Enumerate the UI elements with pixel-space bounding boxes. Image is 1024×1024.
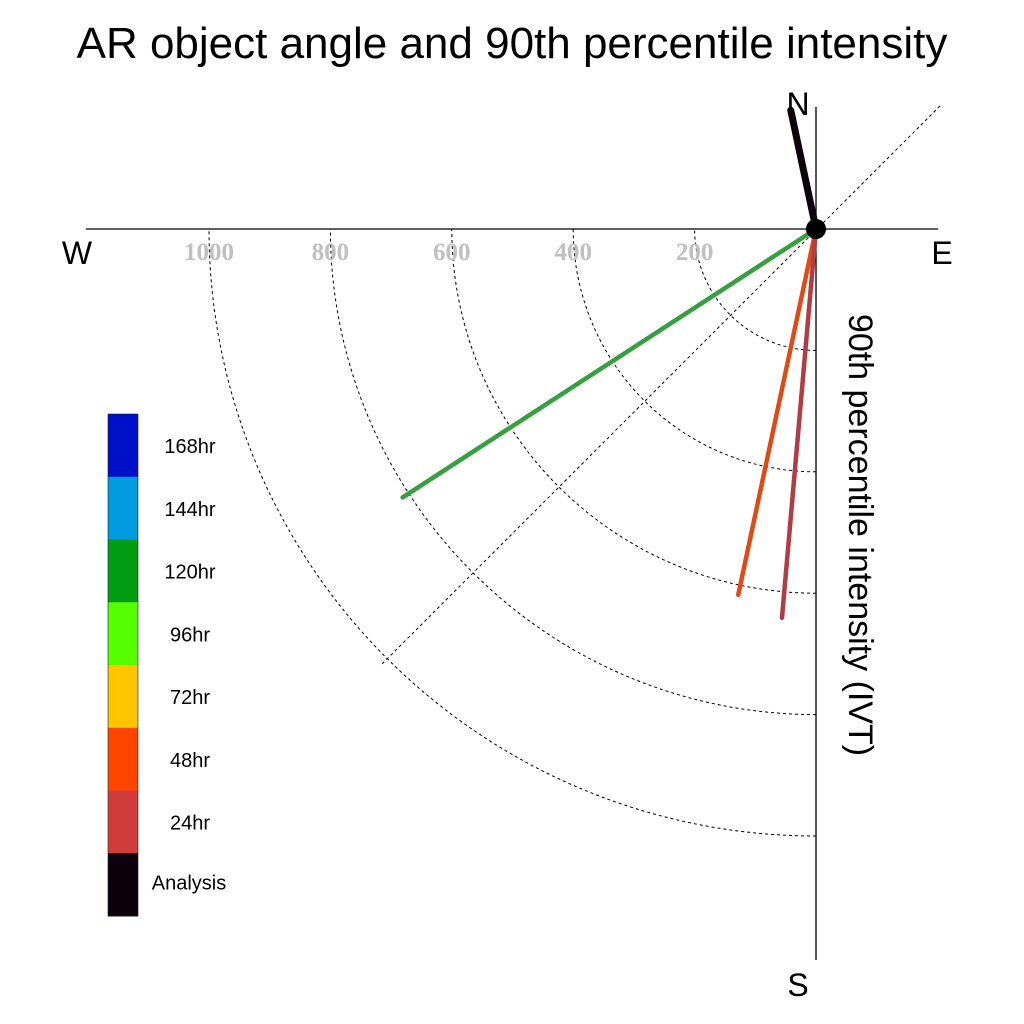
vector-120hr bbox=[400, 226, 819, 500]
radial-tick-labels: 200 400 600 800 1000 bbox=[184, 239, 713, 266]
legend-label-analysis: Analysis bbox=[152, 872, 226, 894]
compass-north: N bbox=[786, 86, 809, 122]
vector-24hr bbox=[779, 226, 819, 621]
legend-label-96hr: 96hr bbox=[170, 624, 210, 646]
legend-label-48hr: 48hr bbox=[170, 750, 210, 772]
chart-title: AR object angle and 90th percentile inte… bbox=[77, 19, 948, 68]
legend-label-120hr: 120hr bbox=[164, 562, 215, 584]
legend: 168hr 144hr 120hr 96hr 72hr 48hr 24hr Analysis bbox=[107, 413, 226, 917]
grid-arc bbox=[329, 228, 817, 716]
grid-arc bbox=[572, 228, 817, 473]
grid bbox=[208, 105, 941, 837]
y-axis-label: 90th percentile intensity (IVT) bbox=[841, 314, 879, 756]
legend-swatch-144hr bbox=[108, 476, 138, 540]
grid-arc bbox=[208, 228, 817, 837]
vectors bbox=[400, 106, 826, 621]
legend-swatch-analysis bbox=[108, 853, 138, 917]
legend-swatch-48hr bbox=[108, 727, 138, 791]
legend-swatch-120hr bbox=[108, 539, 138, 603]
radial-tick-label: 800 bbox=[312, 239, 350, 266]
legend-label-168hr: 168hr bbox=[164, 436, 215, 458]
compass-west: W bbox=[62, 235, 93, 271]
vector-48hr bbox=[736, 226, 819, 597]
radial-tick-label: 1000 bbox=[184, 239, 234, 266]
legend-frame bbox=[107, 413, 139, 917]
compass-south: S bbox=[787, 967, 808, 1003]
legend-swatch-24hr bbox=[108, 790, 138, 854]
compass-labels: N S E W bbox=[62, 86, 953, 1003]
origin-marker bbox=[806, 219, 826, 239]
grid-arc bbox=[451, 228, 817, 594]
compass-east: E bbox=[931, 235, 952, 271]
legend-label-72hr: 72hr bbox=[170, 687, 210, 709]
legend-label-24hr: 24hr bbox=[170, 813, 210, 835]
radial-tick-label: 200 bbox=[676, 239, 714, 266]
legend-swatch-168hr bbox=[108, 414, 138, 478]
legend-swatch-72hr bbox=[108, 665, 138, 729]
legend-swatch-96hr bbox=[108, 602, 138, 666]
radial-tick-label: 600 bbox=[433, 239, 471, 266]
vector-analysis bbox=[787, 106, 820, 233]
legend-label-144hr: 144hr bbox=[164, 499, 215, 521]
radial-tick-label: 400 bbox=[554, 239, 592, 266]
